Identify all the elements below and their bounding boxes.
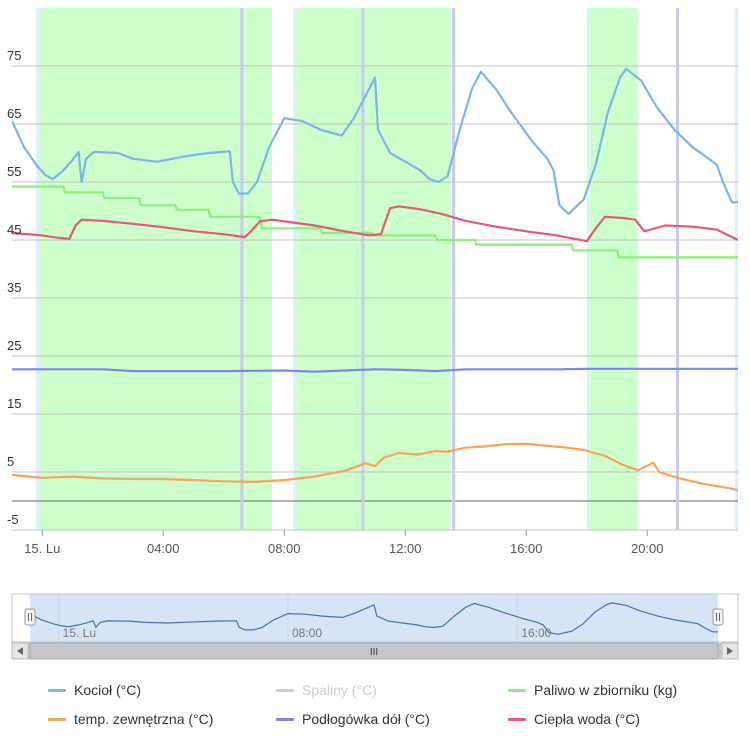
navigator-border [11, 593, 739, 643]
legend-swatch [48, 717, 66, 721]
legend-item-paliwo[interactable]: Paliwo w zbiorniku (kg) [508, 682, 677, 698]
plot-band-2 [589, 8, 639, 530]
series-line-0 [12, 67, 738, 215]
series-line-2 [12, 185, 738, 259]
legend-swatch [508, 688, 526, 692]
plot-band-1 [296, 8, 451, 530]
scrollbar-right-button[interactable] [721, 642, 739, 660]
navigator-label: 08:00 [292, 626, 322, 640]
y-tick-label: 5 [7, 454, 14, 469]
x-tick-label: 08:00 [268, 541, 301, 556]
legend-swatch [48, 688, 66, 692]
x-tick-label: 15. Lu [24, 541, 60, 556]
vertical-markers [240, 8, 679, 530]
plot-band-edge-2 [586, 8, 590, 530]
scrollbar-thumb[interactable] [29, 642, 719, 660]
scrollbar-grip: III [370, 647, 378, 658]
y-tick-label: 15 [7, 396, 21, 411]
x-tick-label: 16:00 [510, 541, 543, 556]
legend-item-spaliny[interactable]: Spaliny (°C) [276, 682, 377, 698]
plot-band-edge-0 [36, 8, 40, 530]
navigator-gridlines [58, 594, 518, 642]
plot-band-edge-1 [293, 8, 297, 530]
x-tick-label: 04:00 [147, 541, 180, 556]
navigator-series [30, 602, 718, 635]
y-tick-label: 25 [7, 338, 21, 353]
y-tick-label: 55 [7, 164, 21, 179]
series-line-3 [12, 442, 738, 492]
legend-item-ciepla-woda[interactable]: Ciepła woda (°C) [508, 711, 640, 727]
plot-band-edge-3 [735, 8, 738, 530]
series-line-5 [12, 205, 738, 243]
navigator-label: 15. Lu [63, 626, 96, 640]
legend-label: Spaliny (°C) [302, 682, 377, 698]
legend-swatch [276, 688, 294, 692]
legend: Kocioł (°C) Spaliny (°C) Paliwo w zbiorn… [0, 676, 750, 736]
legend-label: Kocioł (°C) [74, 682, 142, 698]
y-tick-label: 75 [7, 48, 21, 63]
y-gridlines [12, 65, 738, 531]
x-axis-labels: 15. Lu 04:00 08:00 12:00 16:00 20:00 [24, 530, 664, 556]
series-line-4 [12, 367, 738, 373]
y-tick-label: 35 [7, 280, 21, 295]
plot-band-3 [738, 8, 750, 530]
y-tick-label: -5 [7, 512, 19, 527]
navigator-right-handle[interactable] [712, 608, 724, 626]
series-lines [12, 67, 738, 492]
legend-swatch [508, 717, 526, 721]
legend-label: Podłogówka dół (°C) [302, 711, 430, 727]
navigator-selection[interactable] [30, 594, 718, 642]
navigator-labels: 15. Lu 08:00 16:00 [63, 626, 552, 640]
legend-label: temp. zewnętrzna (°C) [74, 711, 214, 727]
legend-label: Paliwo w zbiorniku (kg) [534, 682, 678, 698]
plot-band-0 [39, 8, 273, 530]
navigator-label: 16:00 [521, 626, 551, 640]
navigator-left-handle[interactable] [24, 608, 36, 626]
legend-item-podlogowka[interactable]: Podłogówka dół (°C) [276, 711, 430, 727]
y-tick-label: 65 [7, 106, 21, 121]
scrollbar-left-button[interactable] [11, 642, 29, 660]
navigator-line [30, 602, 718, 635]
legend-item-kociol[interactable]: Kocioł (°C) [48, 682, 141, 698]
y-axis-labels: -5 5 15 25 35 45 55 65 75 [7, 48, 21, 527]
x-tick-label: 20:00 [631, 541, 664, 556]
legend-item-temp-zewnetrzna[interactable]: temp. zewnętrzna (°C) [48, 711, 213, 727]
x-tick-label: 12:00 [389, 541, 422, 556]
y-tick-label: 45 [7, 222, 21, 237]
plot-bands [36, 8, 750, 530]
legend-label: Ciepła woda (°C) [534, 711, 640, 727]
legend-swatch [276, 717, 294, 721]
